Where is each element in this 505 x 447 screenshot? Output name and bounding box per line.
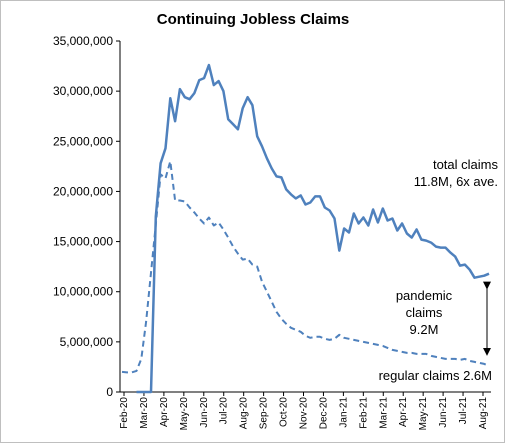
x-tick-label: Aug-21 [478, 397, 489, 430]
total-claims-annotation: 11.8M, 6x ave. [414, 174, 498, 189]
x-tick-label: Aug-20 [239, 397, 250, 430]
y-tick-label: 5,000,000 [60, 335, 114, 349]
x-tick-label: Sep-20 [259, 397, 270, 430]
x-tick-label: May-21 [418, 397, 429, 431]
x-tick-label: Apr-21 [398, 397, 409, 427]
series-group [121, 63, 490, 394]
x-tick-label: Jul-21 [458, 397, 469, 425]
x-tick-label: Mar-21 [378, 397, 389, 429]
pandemic-claims-annotation: 9.2M [410, 322, 439, 337]
x-tick-label: Apr-20 [159, 397, 170, 427]
regular-claims-line [121, 160, 490, 374]
x-tick-label: Jan-21 [338, 397, 349, 428]
chart-title: Continuing Jobless Claims [157, 11, 350, 28]
regular-claims-annotation: regular claims 2.6M [379, 368, 492, 383]
y-tick-label: 20,000,000 [53, 184, 113, 198]
x-tick-label: Jun-21 [438, 397, 449, 428]
total-claims-line [136, 63, 490, 394]
y-tick-label: 0 [106, 385, 113, 399]
pandemic-claims-annotation: claims [406, 305, 443, 320]
axes: 0 5,000,000 10,000,000 15,000,000 20,000,000… [53, 34, 491, 430]
y-tick-label: 35,000,000 [53, 34, 113, 48]
y-tick-label: 25,000,000 [53, 134, 113, 148]
total-claims-annotation: total claims [433, 157, 499, 172]
x-tick-label: May-20 [179, 397, 190, 431]
y-tick-label: 30,000,000 [53, 84, 113, 98]
y-tick-label: 10,000,000 [53, 285, 113, 299]
annotations: total claims 11.8M, 6x ave. pandemic claims… [379, 157, 499, 383]
x-tick-label: Jun-20 [199, 397, 210, 428]
x-tick-label: Nov-20 [299, 397, 310, 430]
pandemic-claims-annotation: pandemic [396, 288, 453, 303]
x-tick-label: Oct-20 [279, 397, 290, 427]
y-tick-label: 15,000,000 [53, 235, 113, 249]
x-tick-label: Mar-20 [139, 397, 150, 429]
x-tick-label: Feb-20 [119, 397, 130, 429]
x-tick-label: Jul-20 [219, 397, 230, 425]
x-tick-label: Dec-20 [318, 397, 329, 430]
x-tick-label: Feb-21 [358, 397, 369, 429]
